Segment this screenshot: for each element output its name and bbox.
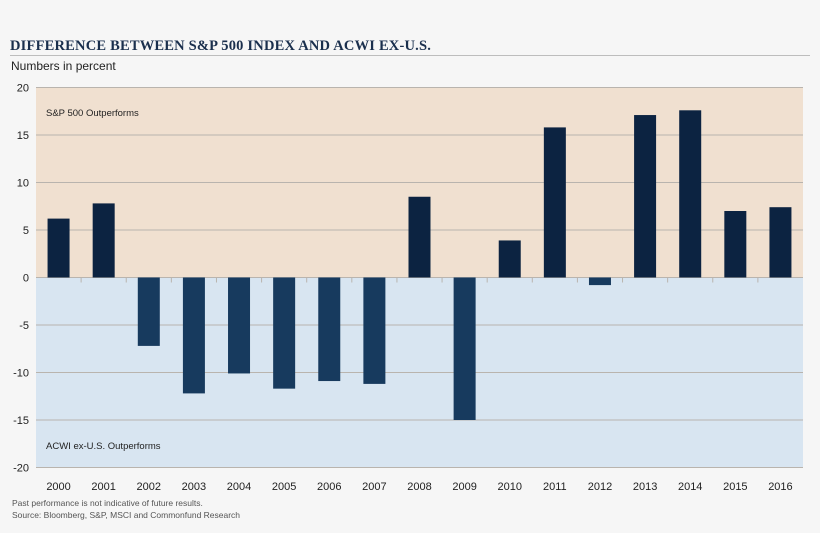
positive-region-label: S&P 500 Outperforms [46, 108, 139, 119]
x-tick-label: 2000 [46, 481, 70, 493]
source-footnote: Source: Bloomberg, S&P, MSCI and Commonf… [12, 510, 241, 520]
bar-2011 [543, 127, 566, 278]
disclaimer-footnote: Past performance is not indicative of fu… [12, 498, 203, 508]
x-tick-label: 2015 [723, 481, 747, 493]
x-tick-label: 2001 [91, 481, 115, 493]
bar-2004 [228, 277, 251, 374]
bar-2002 [137, 277, 160, 346]
x-tick-label: 2007 [362, 481, 386, 493]
title-divider [10, 55, 810, 56]
x-axis-ticks: 2000 2001 2002 2003 2004 2005 2006 2007 2008 2009… [46, 481, 792, 493]
bar-2009 [453, 277, 476, 420]
bar-2007 [363, 277, 386, 384]
bars [47, 110, 792, 420]
bar-2001 [92, 203, 115, 278]
x-tick-label: 2011 [543, 481, 567, 493]
x-tick-label: 2014 [678, 481, 702, 493]
bar-2012 [588, 277, 611, 286]
x-tick-label: 2013 [633, 481, 657, 493]
y-axis-ticks: 20 15 10 5 0 -5 -10 -15 -20 [13, 83, 29, 475]
bar-2005 [273, 277, 296, 389]
x-tick-label: 2009 [452, 481, 476, 493]
bar-2003 [182, 277, 205, 394]
bar-2016 [769, 207, 792, 278]
bar-2010 [498, 240, 521, 278]
bar-2015 [724, 211, 747, 278]
y-tick-label: -5 [19, 320, 29, 332]
x-tick-label: 2006 [317, 481, 341, 493]
bar-2014 [679, 110, 702, 278]
x-tick-label: 2016 [768, 481, 792, 493]
bar-2008 [408, 196, 431, 278]
bar-2000 [47, 218, 70, 278]
bar-2013 [634, 115, 657, 278]
x-tick-label: 2008 [407, 481, 431, 493]
x-tick-label: 2010 [497, 481, 521, 493]
chart-title: DIFFERENCE BETWEEN S&P 500 INDEX AND ACW… [10, 38, 432, 54]
x-tick-label: 2002 [137, 481, 161, 493]
x-tick-label: 2003 [182, 481, 206, 493]
y-tick-label: 15 [17, 130, 29, 142]
bar-2006 [318, 277, 341, 382]
y-tick-label: 20 [17, 83, 29, 95]
y-tick-label: -15 [13, 415, 29, 427]
y-tick-label: 10 [17, 178, 29, 190]
y-tick-label: -20 [13, 463, 29, 475]
x-tick-label: 2012 [588, 481, 612, 493]
negative-region-label: ACWI ex-U.S. Outperforms [46, 441, 161, 452]
x-tick-label: 2005 [272, 481, 296, 493]
chart-subtitle: Numbers in percent [11, 59, 116, 73]
y-tick-label: 5 [23, 225, 29, 237]
gridlines [36, 87, 803, 468]
x-tick-label: 2004 [227, 481, 251, 493]
y-tick-label: 0 [23, 273, 29, 285]
y-tick-label: -10 [13, 368, 29, 380]
